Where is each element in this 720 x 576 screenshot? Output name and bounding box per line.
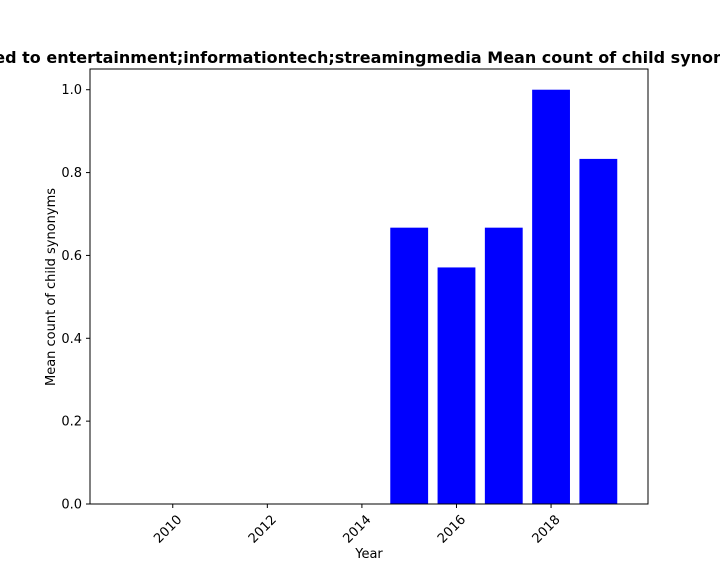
chart-title: Added to entertainment;informationtech;s… bbox=[0, 48, 720, 67]
bars-group bbox=[390, 89, 618, 505]
bar-2015 bbox=[390, 227, 429, 505]
x-axis: 2010 2012 2014 2016 2018 bbox=[151, 504, 564, 547]
x-tick-label: 2014 bbox=[340, 513, 374, 547]
bar-2016 bbox=[437, 267, 476, 504]
y-tick-label: 0.2 bbox=[61, 415, 82, 430]
x-axis-label: Year bbox=[354, 547, 383, 562]
x-tick-label: 2012 bbox=[246, 513, 280, 547]
y-tick-label: 0.0 bbox=[61, 498, 82, 513]
y-axis: 0.0 0.2 0.4 0.6 0.8 1.0 bbox=[61, 83, 90, 513]
y-tick-label: 0.6 bbox=[61, 249, 82, 264]
bar-2019 bbox=[579, 158, 618, 504]
x-tick-label: 2010 bbox=[151, 513, 185, 547]
plot-frame bbox=[89, 68, 649, 505]
y-axis-label: Mean count of child synonyms bbox=[44, 188, 59, 386]
x-tick-label: 2018 bbox=[530, 513, 564, 547]
x-tick-label: 2016 bbox=[435, 513, 469, 547]
y-tick-label: 0.4 bbox=[61, 332, 82, 347]
y-tick-label: 1.0 bbox=[61, 83, 82, 98]
bar-2018 bbox=[532, 89, 570, 505]
y-tick-label: 0.8 bbox=[61, 166, 82, 181]
bar-2017 bbox=[484, 227, 523, 505]
